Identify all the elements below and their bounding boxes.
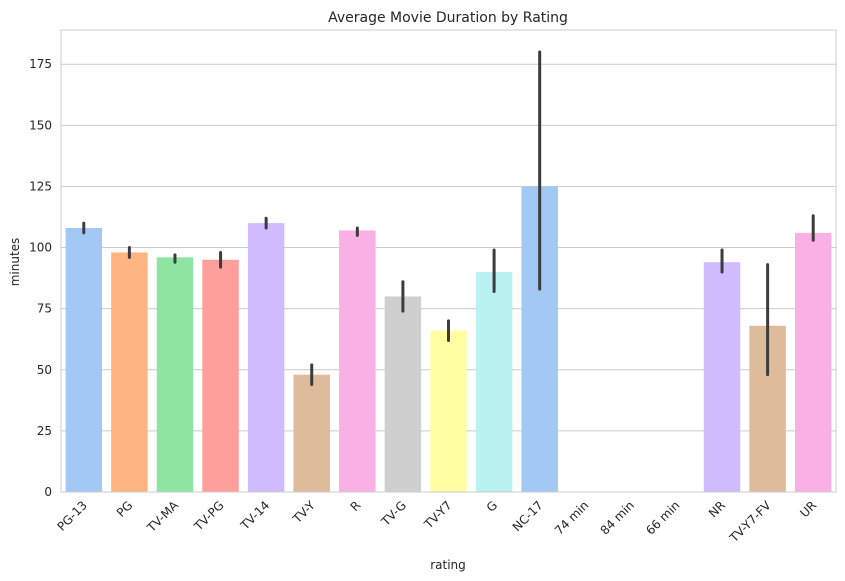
- x-tick-label: G: [484, 498, 500, 514]
- error-bars: [82, 50, 815, 386]
- x-tick-label: 74 min: [552, 498, 591, 537]
- y-tick-label: 100: [29, 241, 52, 255]
- x-tick-label: R: [348, 498, 364, 514]
- bar-tv-g: [384, 296, 422, 492]
- x-tick-label: TV-14: [237, 498, 272, 533]
- y-tick-label: 175: [29, 57, 52, 71]
- x-tick-label: TV-MA: [144, 498, 182, 536]
- x-tick-label: TV-Y7-FV: [726, 498, 774, 546]
- bar-pg: [111, 252, 148, 492]
- bar-g: [475, 272, 513, 492]
- y-tick-label: 25: [37, 424, 52, 438]
- y-tick-label: 150: [29, 118, 52, 132]
- x-tick-label: TV-Y7: [421, 498, 455, 532]
- bar-tv-ma: [156, 257, 194, 492]
- x-tick-label: UR: [797, 498, 819, 520]
- x-tick-label: TV-G: [378, 498, 409, 529]
- bar-pg-13: [65, 228, 103, 492]
- bar-tv-y7: [430, 330, 467, 492]
- bar-nr: [703, 262, 741, 492]
- y-axis-label: minutes: [8, 238, 22, 287]
- x-axis-label: rating: [430, 558, 466, 572]
- bar-tv-pg: [202, 259, 239, 492]
- y-tick-label: 50: [37, 363, 52, 377]
- x-tick-label: PG: [114, 498, 136, 520]
- bar-tv-14: [247, 223, 285, 492]
- chart-title: Average Movie Duration by Rating: [328, 10, 568, 26]
- y-axis-ticks: 0 25 50 75 100 125 150 175: [29, 57, 52, 499]
- y-tick-label: 125: [29, 179, 52, 193]
- x-tick-label: 84 min: [598, 498, 637, 537]
- bars: [65, 186, 832, 492]
- x-axis-ticks: PG-13 PG TV-MA TV-PG TV-14 TV-Y R TV-G TV-Y7 G NC-…: [54, 498, 819, 546]
- y-tick-label: 0: [44, 485, 52, 499]
- bar-ur: [794, 232, 832, 492]
- x-tick-label: TV-PG: [191, 498, 227, 534]
- x-tick-label: PG-13: [54, 498, 89, 533]
- bar-tv-y: [293, 374, 330, 492]
- x-tick-label: TV-Y: [290, 498, 319, 527]
- y-tick-label: 75: [37, 302, 52, 316]
- bar-r: [339, 230, 376, 492]
- plot-frame: [60, 29, 837, 493]
- x-tick-label: 66 min: [643, 498, 682, 537]
- x-tick-label: NR: [706, 498, 728, 520]
- x-tick-label: NC-17: [510, 498, 546, 534]
